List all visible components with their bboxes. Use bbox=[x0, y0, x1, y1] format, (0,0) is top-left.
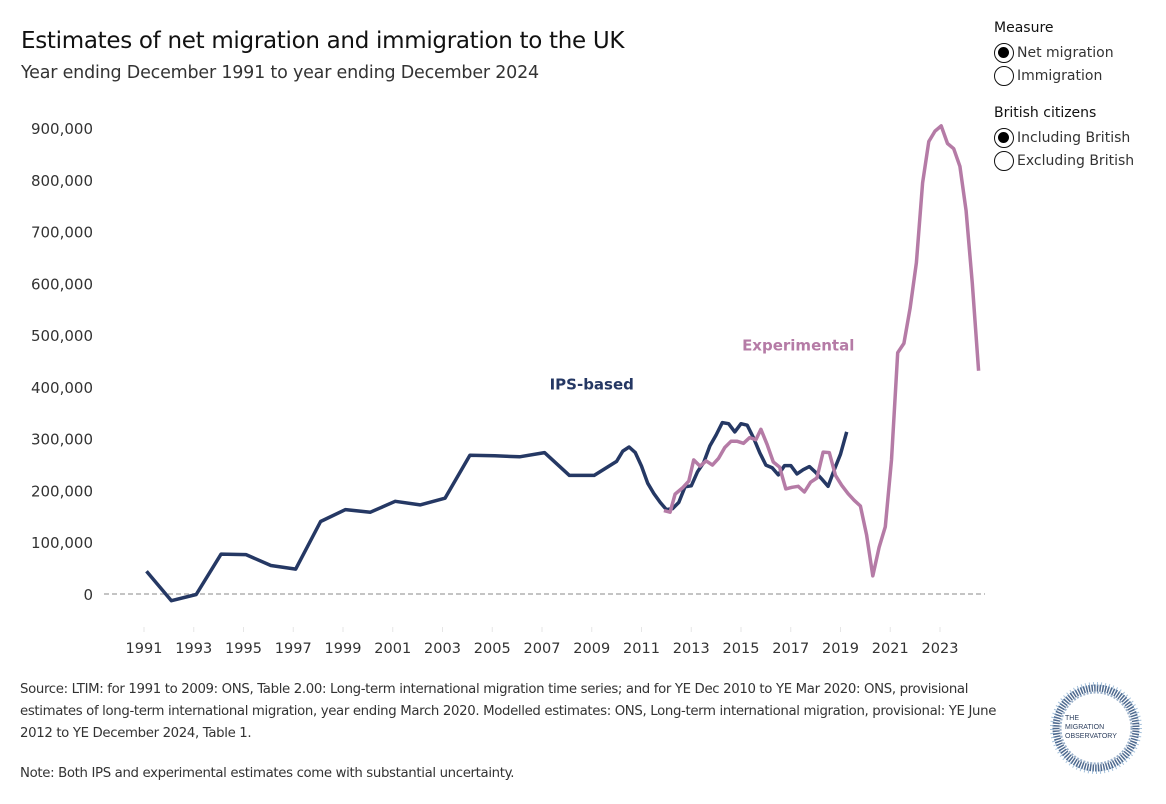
radio-label: Including British bbox=[1017, 130, 1131, 147]
y-tick-label: 300,000 bbox=[31, 431, 93, 449]
radio-button-icon[interactable] bbox=[994, 128, 1014, 149]
x-tick-label: 2023 bbox=[922, 641, 959, 657]
british-citizens-filter-title: British citizens bbox=[994, 105, 1097, 121]
series-group bbox=[145, 124, 981, 603]
series-line-experimental bbox=[663, 124, 981, 578]
x-tick-label: 2001 bbox=[374, 641, 411, 657]
x-tick-label: 1991 bbox=[126, 641, 163, 657]
y-tick-label: 600,000 bbox=[31, 275, 93, 293]
radio-label: Excluding British bbox=[1017, 152, 1135, 169]
measure-filter: Measure Net migration Immigration bbox=[994, 20, 1134, 87]
radio-button-icon[interactable] bbox=[994, 65, 1014, 86]
series-label: IPS-based bbox=[550, 375, 634, 393]
y-tick-label: 100,000 bbox=[31, 534, 93, 552]
x-tick-label: 2009 bbox=[573, 641, 610, 657]
x-axis: 1991 1993 1995 1997 1999 2001 2003 2005 2007 2009… bbox=[126, 627, 959, 657]
radio-button-icon[interactable] bbox=[994, 43, 1014, 64]
series-line-ips-based bbox=[145, 420, 849, 603]
measure-filter-title: Measure bbox=[994, 20, 1054, 36]
x-tick-label: 2019 bbox=[822, 641, 859, 657]
radio-immigration[interactable]: Immigration bbox=[994, 65, 1134, 88]
x-tick-label: 2015 bbox=[723, 641, 760, 657]
radio-including-british[interactable]: Including British bbox=[994, 127, 1134, 150]
x-tick-label: 2005 bbox=[474, 641, 511, 657]
x-tick-label: 1995 bbox=[225, 641, 262, 657]
series-label: Experimental bbox=[742, 337, 854, 355]
x-tick-label: 2013 bbox=[673, 641, 710, 657]
radio-net-migration[interactable]: Net migration bbox=[994, 42, 1134, 65]
chart-subtitle: Year ending December 1991 to year ending… bbox=[21, 63, 539, 83]
y-axis: 0 100,000 200,000 300,000 400,000 500,000 600,… bbox=[31, 120, 93, 604]
y-tick-label: 700,000 bbox=[31, 224, 93, 242]
filter-panel: Measure Net migration Immigration Britis… bbox=[994, 20, 1134, 190]
line-chart: 0 100,000 200,000 300,000 400,000 500,000 600,… bbox=[31, 120, 985, 657]
chart-title: Estimates of net migration and immigrati… bbox=[21, 28, 625, 54]
y-tick-label: 800,000 bbox=[31, 172, 93, 190]
series-labels: IPS-based Experimental bbox=[550, 337, 855, 394]
y-tick-label: 400,000 bbox=[31, 379, 93, 397]
radio-excluding-british[interactable]: Excluding British bbox=[994, 150, 1134, 173]
y-tick-label: 200,000 bbox=[31, 482, 93, 500]
x-tick-label: 2017 bbox=[772, 641, 809, 657]
british-citizens-filter: British citizens Including British Exclu… bbox=[994, 105, 1134, 172]
y-tick-label: 0 bbox=[83, 586, 93, 604]
logo-text-line: OBSERVATORY bbox=[1065, 733, 1117, 740]
y-tick-label: 900,000 bbox=[31, 120, 93, 138]
radio-label: Net migration bbox=[1017, 45, 1114, 62]
x-tick-label: 2003 bbox=[424, 641, 461, 657]
source-note: Source: LTIM: for 1991 to 2009: ONS, Tab… bbox=[20, 682, 997, 741]
x-tick-label: 2007 bbox=[524, 641, 561, 657]
x-tick-label: 2021 bbox=[872, 641, 909, 657]
logo-text-line: MIGRATION bbox=[1065, 724, 1104, 731]
radio-label: Immigration bbox=[1017, 67, 1103, 84]
x-tick-label: 1999 bbox=[325, 641, 362, 657]
radio-button-icon[interactable] bbox=[994, 150, 1014, 171]
y-tick-label: 500,000 bbox=[31, 327, 93, 345]
logo-text-line: THE bbox=[1065, 715, 1079, 722]
x-tick-label: 1993 bbox=[175, 641, 212, 657]
x-tick-label: 1997 bbox=[275, 641, 312, 657]
migration-observatory-logo: THE MIGRATION OBSERVATORY bbox=[1050, 682, 1142, 774]
uncertainty-note: Note: Both IPS and experimental estimate… bbox=[20, 766, 515, 781]
x-tick-label: 2011 bbox=[623, 641, 660, 657]
